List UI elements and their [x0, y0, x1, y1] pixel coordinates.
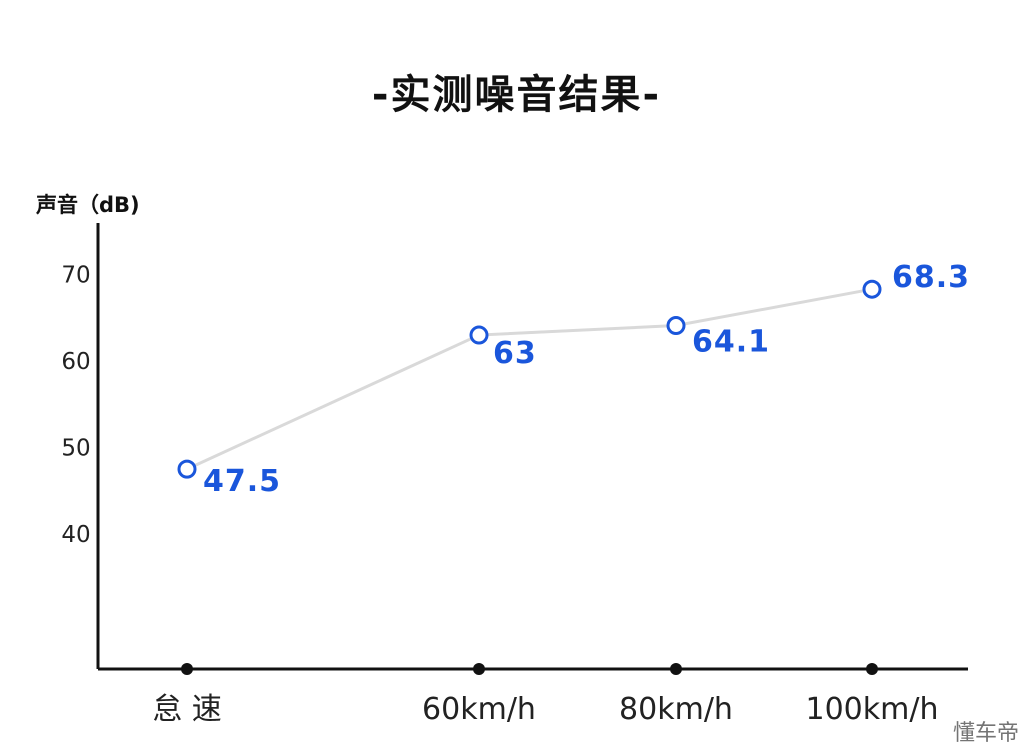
x-ticks: 怠 速 60km/h 80km/h 100km/h	[152, 663, 938, 727]
axes	[96, 223, 968, 671]
x-tick-dot	[181, 663, 193, 675]
x-tick-dot	[473, 663, 485, 675]
y-tick-label: 60	[61, 349, 90, 375]
data-label: 47.5	[203, 464, 281, 499]
x-tick-dot	[866, 663, 878, 675]
data-point	[469, 325, 489, 345]
x-tick-label: 怠 速	[152, 692, 222, 727]
data-label: 63	[493, 336, 537, 371]
data-labels: 47.5 63 64.1 68.3	[203, 260, 970, 499]
y-tick-label: 50	[61, 436, 90, 462]
data-label: 68.3	[892, 260, 970, 295]
data-point	[862, 279, 882, 299]
x-tick-label: 60km/h	[422, 692, 536, 727]
data-label: 64.1	[692, 325, 770, 360]
y-tick-label: 40	[61, 522, 90, 548]
data-point	[666, 316, 686, 336]
x-tick-dot	[670, 663, 682, 675]
series-line	[186, 287, 873, 471]
data-points	[177, 279, 882, 479]
x-tick-label: 80km/h	[619, 692, 733, 727]
watermark-logo: 懂车帝	[952, 721, 1019, 746]
series-polyline	[186, 287, 873, 471]
y-ticks: 40 50 60 70	[61, 263, 90, 549]
chart-title: -实测噪音结果-	[371, 72, 662, 118]
y-tick-label: 70	[61, 263, 90, 289]
data-point	[177, 459, 197, 479]
y-axis-label: 声音（dB)	[35, 193, 140, 217]
x-tick-label: 100km/h	[806, 692, 939, 727]
